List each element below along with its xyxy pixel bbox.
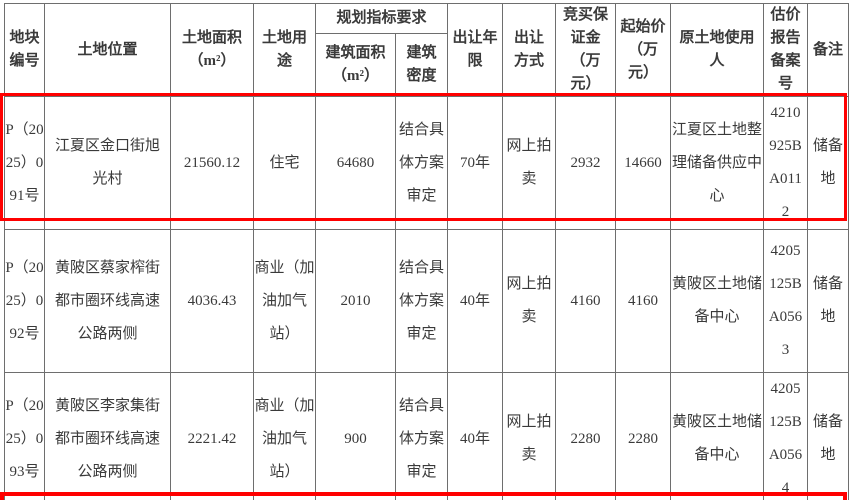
cell-report-no: 4205 125B A056 4 — [763, 372, 809, 500]
table-row-92: P（20 25）0 92号 黄陂区蔡家榨街 都市圈环线高速 公路两侧 4036.… — [4, 229, 850, 373]
cell-location: 黄陂区李家集街 都市圈环线高速 公路两侧 — [44, 372, 171, 500]
cell-building-area: 64680 — [315, 96, 396, 230]
cell-method: 网上拍 卖 — [502, 96, 557, 230]
cell-original-user: 黄陂区土地储 备中心 — [670, 372, 765, 500]
header-report-no: 估价 报告 备案 号 — [763, 3, 809, 97]
header-remark: 备注 — [807, 3, 850, 97]
cell-area: 2221.42 — [170, 372, 254, 500]
cell-building-density: 结合具 体方案 审定 — [394, 372, 449, 500]
cell-area: 21560.12 — [170, 96, 254, 230]
header-row-1: 地块 编号 土地位置 土地面积 （m²） 土地用 途 规划指标要求 出让年 限 … — [4, 3, 850, 97]
table-body: P（20 25）0 91号 江夏区金口街旭 光村 21560.12 住宅 646… — [4, 96, 850, 500]
cell-term: 40年 — [447, 229, 504, 373]
cell-original-user: 黄陂区土地储 备中心 — [670, 229, 765, 373]
header-term: 出让年 限 — [447, 3, 504, 97]
header-plot-id: 地块 编号 — [4, 3, 45, 97]
header-original-user: 原土地使用 人 — [670, 3, 765, 97]
table-row-91: P（20 25）0 91号 江夏区金口街旭 光村 21560.12 住宅 646… — [4, 96, 850, 230]
cell-term: 40年 — [447, 372, 504, 500]
cell-use: 住宅 — [253, 96, 316, 230]
cell-start-price: 14660 — [615, 96, 672, 230]
cell-original-user: 江夏区土地整 理储备供应中 心 — [670, 96, 765, 230]
cell-deposit: 2280 — [555, 372, 617, 500]
header-start-price: 起始价 （万 元） — [615, 3, 672, 97]
cell-plot-id: P（20 25）0 91号 — [4, 96, 45, 230]
cell-term: 70年 — [447, 96, 504, 230]
cell-method: 网上拍 卖 — [502, 372, 557, 500]
header-building-density: 建筑 密度 — [394, 33, 449, 97]
header-deposit: 竞买保 证金 （万 元） — [555, 3, 617, 97]
cell-deposit: 2932 — [555, 96, 617, 230]
cell-use: 商业（加 油加气 站） — [253, 229, 316, 373]
cell-start-price: 2280 — [615, 372, 672, 500]
header-area: 土地面积 （m²） — [170, 3, 254, 97]
cell-use: 商业（加 油加气 站） — [253, 372, 316, 500]
header-use: 土地用 途 — [253, 3, 316, 97]
cell-remark: 储备 地 — [807, 229, 850, 373]
cell-building-density: 结合具 体方案 审定 — [394, 96, 449, 230]
cell-start-price: 4160 — [615, 229, 672, 373]
cell-location: 江夏区金口街旭 光村 — [44, 96, 171, 230]
cell-building-area: 900 — [315, 372, 396, 500]
cell-report-no: 4205 125B A056 3 — [763, 229, 809, 373]
cell-plot-id: P（20 25）0 92号 — [4, 229, 45, 373]
cell-report-no: 4210 925B A011 2 — [763, 96, 809, 230]
cell-location: 黄陂区蔡家榨街 都市圈环线高速 公路两侧 — [44, 229, 171, 373]
header-building-area: 建筑面积 （m²） — [315, 33, 396, 97]
cell-building-density: 结合具 体方案 审定 — [394, 229, 449, 373]
cell-method: 网上拍 卖 — [502, 229, 557, 373]
cell-plot-id: P（20 25）0 93号 — [4, 372, 45, 500]
header-row-2: 建筑面积 （m²） 建筑 密度 — [5, 33, 849, 97]
cell-remark: 储备 地 — [807, 372, 850, 500]
table-row-93: P（20 25）0 93号 黄陂区李家集街 都市圈环线高速 公路两侧 2221.… — [4, 372, 850, 500]
table-header: 地块 编号 土地位置 土地面积 （m²） 土地用 途 规划指标要求 出让年 限 … — [4, 3, 850, 97]
header-plan-group: 规划指标要求 — [314, 3, 449, 34]
land-parcel-table: 地块 编号 土地位置 土地面积 （m²） 土地用 途 规划指标要求 出让年 限 … — [4, 3, 850, 500]
cell-remark: 储备 地 — [807, 96, 850, 230]
cell-building-area: 2010 — [315, 229, 396, 373]
header-method: 出让 方式 — [502, 3, 557, 97]
header-location: 土地位置 — [44, 3, 171, 97]
cell-deposit: 4160 — [555, 229, 617, 373]
cell-area: 4036.43 — [170, 229, 254, 373]
